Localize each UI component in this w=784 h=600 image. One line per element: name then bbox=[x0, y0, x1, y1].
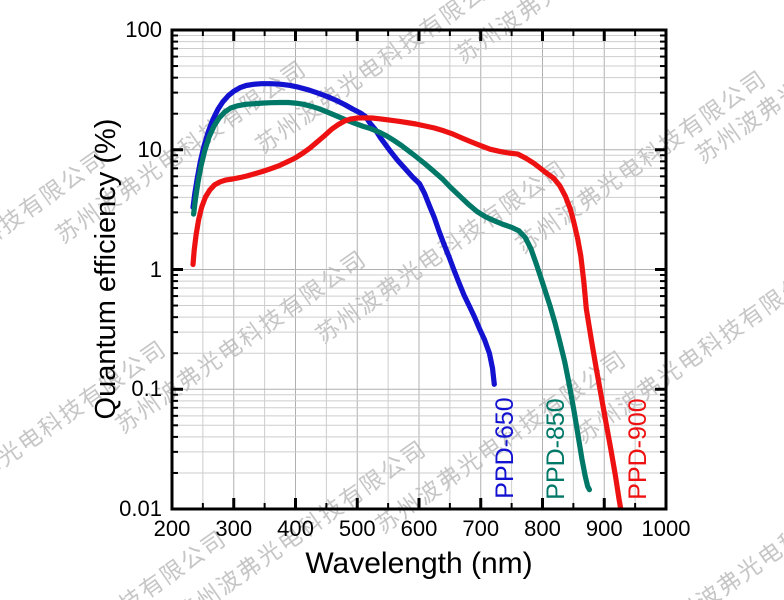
x-tick-label-300: 300 bbox=[215, 516, 253, 541]
x-tick-label-400: 400 bbox=[277, 516, 314, 541]
axes-frame bbox=[170, 28, 668, 511]
y-tick-label-1: 1 bbox=[149, 256, 162, 282]
y-tick-label-10: 10 bbox=[137, 136, 162, 162]
series-label-ppd-650: PPD-650 bbox=[491, 397, 519, 499]
x-tick-label-200: 200 bbox=[153, 516, 191, 541]
x-axis-title: Wavelength (nm) bbox=[305, 547, 533, 580]
curve-ppd-900 bbox=[190, 115, 624, 509]
y-tick-label-0.1: 0.1 bbox=[131, 376, 162, 402]
x-tick-label-500: 500 bbox=[338, 516, 376, 541]
curve-ppd-850 bbox=[191, 99, 592, 493]
curve-ppd-650 bbox=[190, 81, 497, 387]
gridlines bbox=[172, 30, 666, 509]
series-curves bbox=[190, 81, 624, 509]
series-label-ppd-900: PPD-900 bbox=[624, 398, 652, 500]
series-label-ppd-850: PPD-850 bbox=[542, 398, 570, 500]
y-tick-label-100: 100 bbox=[125, 17, 162, 42]
x-tick-label-1000: 1000 bbox=[641, 516, 691, 541]
y-tick-label-0.01: 0.01 bbox=[119, 496, 162, 521]
x-tick-label-600: 600 bbox=[400, 516, 438, 541]
x-tick-label-800: 800 bbox=[524, 516, 561, 541]
x-tick-label-900: 900 bbox=[585, 516, 623, 541]
x-tick-label-700: 700 bbox=[462, 516, 500, 541]
